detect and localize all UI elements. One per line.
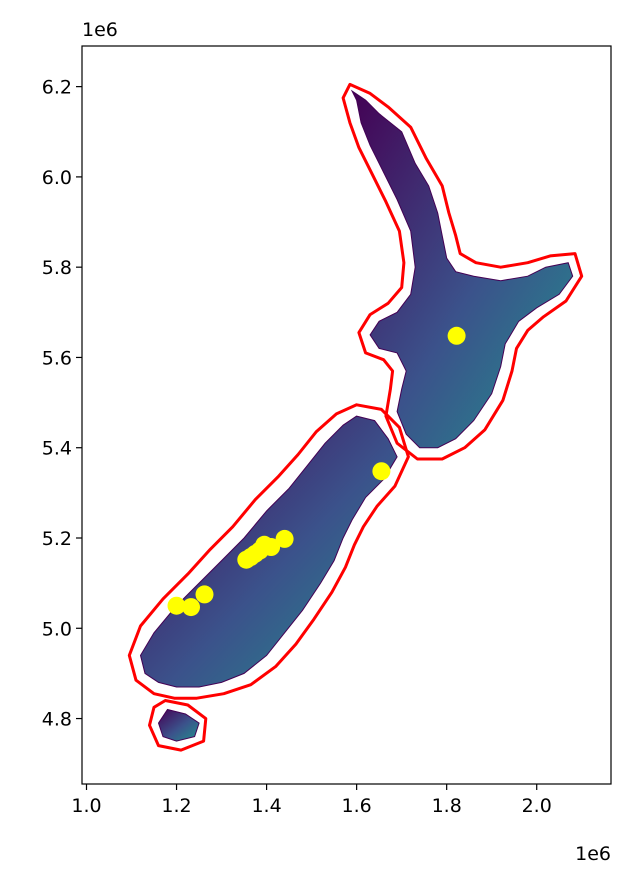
- y-tick-label: 5.4: [42, 438, 72, 460]
- point-markers: [167, 326, 466, 617]
- y-tick-label: 6.0: [42, 167, 72, 189]
- point-marker-11: [182, 598, 200, 617]
- point-marker-12: [167, 596, 186, 615]
- x-axis: 1.0 1.2 1.4 1.6 1.8 2.0: [71, 784, 552, 817]
- x-tick-label: 1.4: [251, 795, 281, 817]
- x-tick-label: 1.8: [432, 795, 462, 817]
- north-island-buffer: [341, 82, 584, 461]
- stewart-island-raster: [157, 708, 200, 742]
- y-tick-label: 4.8: [42, 709, 72, 731]
- stewart-island-buffer: [148, 699, 208, 752]
- point-marker-10: [195, 585, 214, 604]
- north-island-raster: [350, 89, 574, 449]
- y-tick-label: 5.8: [42, 257, 72, 279]
- y-axis: 4.8 5.0 5.2 5.4 5.6 5.8 6.0 6.2: [42, 77, 82, 731]
- y-tick-label: 5.0: [42, 618, 72, 640]
- x-tick-label: 1.6: [342, 795, 372, 817]
- y-axis-scale-label: 1e6: [82, 19, 118, 41]
- y-tick-label: 6.2: [42, 77, 72, 99]
- x-tick-label: 2.0: [522, 795, 552, 817]
- axes-frame: [81, 45, 612, 785]
- buffer-outline: [127, 82, 584, 752]
- point-marker-2: [372, 462, 391, 481]
- south-island-buffer: [127, 403, 410, 700]
- point-marker-9: [237, 550, 256, 569]
- y-tick-label: 5.6: [42, 347, 72, 369]
- y-tick-label: 5.2: [42, 528, 72, 550]
- point-marker-1: [447, 326, 466, 345]
- plot-area: [127, 82, 584, 752]
- point-marker-3: [275, 529, 294, 548]
- x-axis-scale-label: 1e6: [575, 843, 611, 865]
- x-tick-label: 1.2: [161, 795, 191, 817]
- x-tick-label: 1.0: [71, 795, 101, 817]
